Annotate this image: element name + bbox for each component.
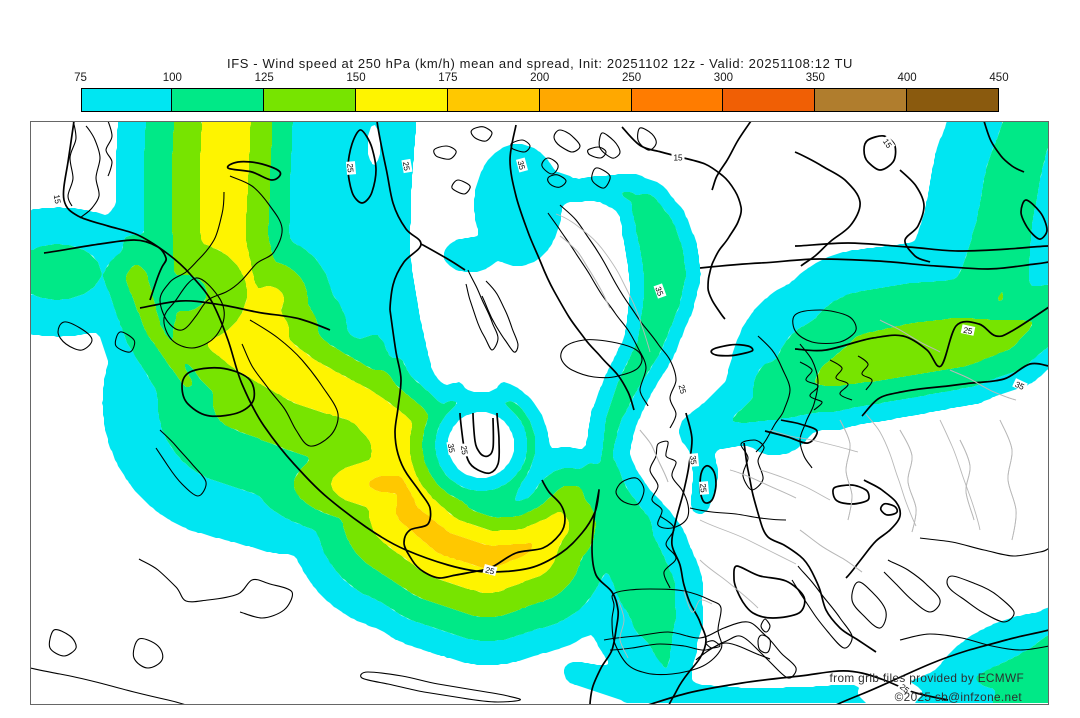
- svg-text:25: 25: [698, 483, 708, 493]
- svg-text:15: 15: [52, 194, 63, 205]
- svg-text:35: 35: [516, 160, 527, 172]
- svg-text:25: 25: [459, 445, 469, 456]
- svg-text:©2025 sb@infzone.net: ©2025 sb@infzone.net: [895, 690, 1023, 704]
- svg-text:35: 35: [688, 455, 698, 465]
- svg-text:25: 25: [677, 384, 688, 396]
- svg-text:25: 25: [962, 326, 973, 337]
- svg-text:from grib files provided by EC: from grib files provided by ECMWF: [830, 671, 1024, 685]
- svg-text:35: 35: [653, 286, 665, 298]
- svg-text:35: 35: [446, 443, 457, 454]
- svg-text:25: 25: [401, 161, 412, 172]
- svg-text:15: 15: [673, 154, 683, 163]
- svg-text:35: 35: [1014, 380, 1026, 392]
- svg-text:25: 25: [484, 565, 496, 576]
- svg-text:25: 25: [345, 163, 355, 173]
